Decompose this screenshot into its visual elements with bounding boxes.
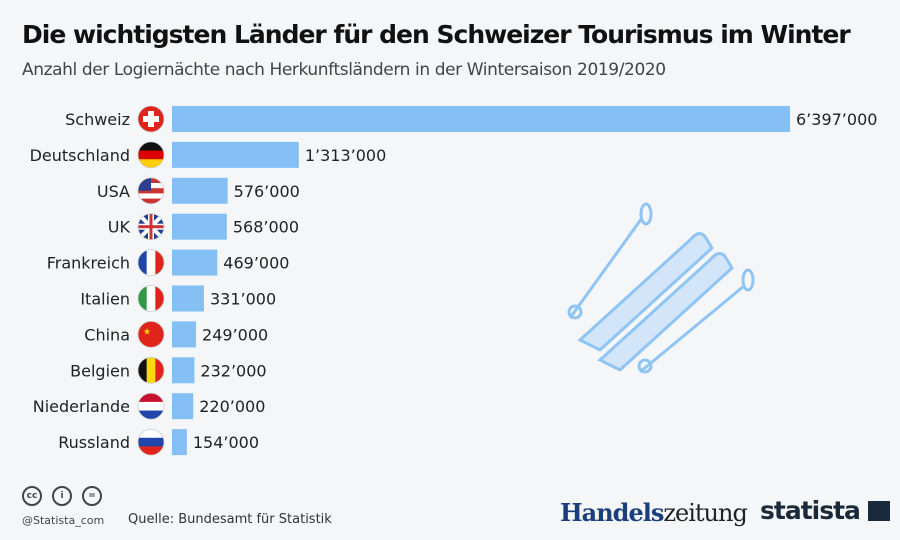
flag-china-icon: ★ <box>137 320 165 348</box>
category-label: Niederlande <box>33 397 130 416</box>
flag-uk-icon <box>137 213 165 241</box>
data-label: 1’313’000 <box>305 146 386 165</box>
flag-belgium-icon <box>137 356 165 384</box>
category-label: Russland <box>58 433 130 452</box>
bar <box>172 106 790 132</box>
statista-logo[interactable]: statista <box>760 496 890 525</box>
chart-title: Die wichtigsten Länder für den Schweizer… <box>22 20 851 49</box>
flag-germany-icon <box>137 141 165 169</box>
category-label: Schweiz <box>65 110 130 129</box>
bar <box>172 285 204 312</box>
category-label: Belgien <box>70 361 130 380</box>
svg-text:★: ★ <box>143 327 151 337</box>
data-label: 576’000 <box>234 182 300 201</box>
data-label: 331’000 <box>210 290 276 309</box>
data-label: 232’000 <box>200 361 266 380</box>
category-label: Italien <box>80 290 130 309</box>
flag-switzerland-icon <box>137 105 165 133</box>
category-label: UK <box>108 218 131 237</box>
data-label: 568’000 <box>233 218 299 237</box>
flag-italy-icon <box>137 285 165 312</box>
bar <box>172 249 218 276</box>
data-label: 220’000 <box>199 397 265 416</box>
data-label: 154’000 <box>193 433 259 452</box>
bar <box>172 141 299 168</box>
cc-noderivs-icon: = <box>82 486 102 506</box>
data-label: 469’000 <box>223 254 289 273</box>
bar <box>172 429 187 456</box>
handelszeitung-logo: Handelszeitung <box>560 498 748 527</box>
category-label: USA <box>97 182 130 201</box>
bar <box>172 393 194 420</box>
data-label: 249’000 <box>202 325 268 344</box>
bar <box>172 177 228 204</box>
ski-illustration-icon <box>567 202 755 374</box>
category-label: Deutschland <box>30 146 130 165</box>
bar <box>172 357 195 384</box>
cc-license-icon: cc <box>22 486 42 506</box>
source-note: Quelle: Bundesamt für Statistik <box>128 512 332 527</box>
statista-handle[interactable]: @Statista_com <box>22 514 105 527</box>
flag-france-icon <box>137 249 165 277</box>
category-label: Frankreich <box>47 254 130 273</box>
data-label: 6’397’000 <box>796 110 877 129</box>
cc-attribution-icon: i <box>52 486 72 506</box>
bar <box>172 321 197 348</box>
flag-usa-icon <box>137 177 165 205</box>
bar <box>172 213 227 240</box>
category-label: China <box>84 325 130 344</box>
flag-russia-icon <box>137 428 165 456</box>
chart-subtitle: Anzahl der Logiernächte nach Herkunftslä… <box>22 60 666 80</box>
flag-netherlands-icon <box>137 392 165 420</box>
